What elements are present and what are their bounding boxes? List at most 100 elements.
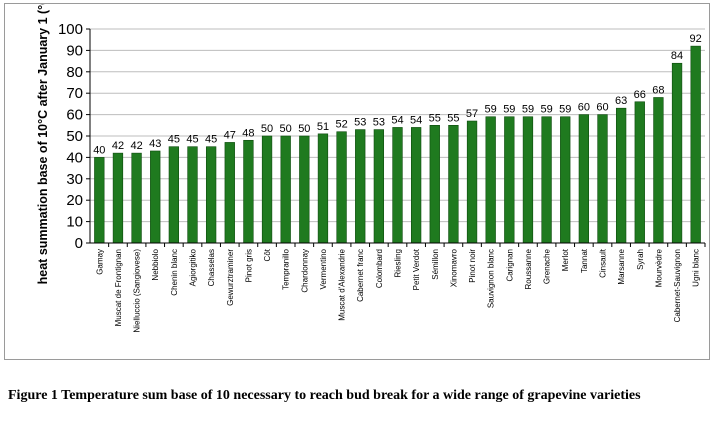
- x-tick-label: Petit Verdot: [412, 248, 421, 290]
- x-tick-label: Roussanne: [524, 248, 533, 289]
- data-label: 45: [168, 134, 180, 146]
- y-tick-label: 10: [66, 214, 83, 231]
- x-tick-label: Nielluccio (Sangiovese): [133, 249, 142, 333]
- data-label: 45: [186, 134, 198, 146]
- data-label: 42: [112, 140, 124, 152]
- data-label: 48: [242, 127, 254, 139]
- data-label: 59: [485, 104, 497, 116]
- x-tick-label: Muscat de Frontignan: [114, 249, 123, 326]
- data-label: 59: [503, 104, 515, 116]
- figure-caption: Figure 1 Temperature sum base of 10 nece…: [8, 388, 641, 403]
- x-tick-label: Sémillon: [431, 249, 440, 280]
- x-tick-label: Sauvignon blanc: [487, 249, 496, 308]
- data-label: 59: [522, 104, 534, 116]
- chart-frame: 0 10 20 30 40 50 60 70 80 90 100 Gamay Muscat de Fr…: [4, 3, 710, 360]
- bar: [187, 146, 198, 244]
- x-tick-label: Mourvèdre: [654, 248, 663, 287]
- data-label: 63: [615, 95, 627, 107]
- y-tick-label: 0: [75, 235, 83, 252]
- x-tick-label: Syrah: [636, 249, 645, 270]
- bar: [597, 114, 608, 244]
- x-tick-label: Cinsault: [599, 248, 608, 278]
- y-tick-label: 60: [66, 107, 83, 124]
- x-tick-label: Chenin blanc: [170, 249, 179, 296]
- y-tick-label: 40: [66, 149, 83, 166]
- data-label: 51: [317, 121, 329, 133]
- data-label: 53: [373, 117, 385, 129]
- bar: [448, 125, 459, 244]
- bar: [634, 101, 645, 244]
- x-tick-label: Colombard: [375, 249, 384, 288]
- bar: [392, 127, 403, 244]
- data-label: 45: [205, 134, 217, 146]
- x-tick-label: Cabernet-Sauvignon: [673, 249, 682, 322]
- bar: [504, 116, 515, 244]
- x-tick-label: Agiorgitiko: [189, 248, 198, 286]
- bar: [336, 131, 347, 244]
- x-tick-label: Chardonnay: [300, 249, 309, 293]
- bar: [410, 127, 422, 244]
- bar: [560, 116, 571, 244]
- x-tick-label: Cabernet franc: [356, 249, 365, 302]
- data-label: 66: [634, 89, 646, 101]
- y-tick-label: 50: [66, 128, 83, 145]
- bar: [112, 152, 124, 244]
- data-label: 55: [447, 112, 459, 124]
- bar: [224, 142, 235, 244]
- bar: [94, 157, 105, 244]
- data-label: 54: [391, 114, 403, 126]
- data-label: 59: [559, 104, 571, 116]
- y-tick-label: 80: [66, 64, 83, 81]
- bars: [94, 45, 701, 244]
- bar: [205, 146, 217, 244]
- bar: [615, 107, 627, 244]
- bar: [466, 120, 478, 244]
- x-tick-label: Marsanne: [617, 248, 626, 284]
- x-tick-label: Gamay: [95, 249, 104, 275]
- bar-chart: 0 10 20 30 40 50 60 70 80 90 100 Gamay Muscat de Fr…: [36, 4, 706, 333]
- data-label: 50: [280, 123, 292, 135]
- y-tick-label: 20: [66, 192, 83, 209]
- data-label: 50: [261, 123, 273, 135]
- x-tick-label: Côt: [263, 248, 272, 261]
- y-tick-label: 100: [58, 21, 83, 38]
- data-label: 68: [652, 84, 664, 96]
- bar: [690, 45, 701, 244]
- bar: [280, 135, 291, 244]
- bar: [522, 116, 534, 244]
- data-label: 84: [671, 50, 683, 62]
- bar: [355, 129, 366, 244]
- bar: [541, 116, 552, 244]
- data-labels: 40 42 42 43 45 45 45 47 48 50 50 50 51 52 53 53 54 54 55 55…: [93, 33, 702, 156]
- bar: [317, 133, 329, 244]
- x-tick-label: Grenache: [543, 248, 552, 284]
- x-tick-label: Nebbiolo: [151, 248, 160, 280]
- y-tick-label: 30: [66, 171, 83, 188]
- x-tick-label: Vermentino: [319, 248, 328, 289]
- x-tick-labels: Gamay Muscat de Frontignan Nielluccio (San…: [95, 248, 700, 332]
- bar: [299, 135, 310, 244]
- data-label: 54: [410, 114, 422, 126]
- x-tick-label: Pinot gris: [244, 249, 253, 282]
- x-tick-label: Tannat: [580, 248, 589, 273]
- data-label: 60: [596, 102, 608, 114]
- y-tick-label: 90: [66, 42, 83, 59]
- data-label: 59: [540, 104, 552, 116]
- axes: [89, 29, 705, 244]
- bar: [150, 150, 161, 244]
- data-label: 42: [130, 140, 142, 152]
- data-label: 57: [466, 108, 478, 120]
- x-tick-label: Carignan: [505, 249, 514, 281]
- y-tick-label: 70: [66, 85, 83, 102]
- bar: [243, 139, 254, 244]
- data-label: 43: [149, 138, 161, 150]
- x-tick-label: Xinomavro: [449, 248, 458, 287]
- data-label: 47: [224, 129, 236, 141]
- bar: [168, 146, 180, 244]
- x-tick-label: Ugni blanc: [692, 249, 701, 287]
- x-tick-label: Riesling: [394, 249, 403, 277]
- data-label: 40: [93, 144, 105, 156]
- data-label: 60: [578, 102, 590, 114]
- bar: [653, 97, 664, 244]
- y-tick-labels: 0 10 20 30 40 50 60 70 80 90 100: [58, 21, 83, 252]
